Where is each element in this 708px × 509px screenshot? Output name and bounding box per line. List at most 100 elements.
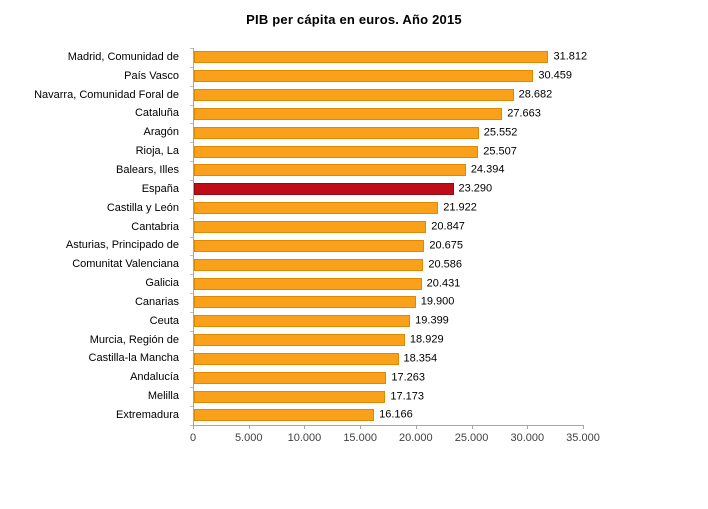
x-axis-tick-label: 15.000 — [343, 432, 377, 444]
value-label: 27.663 — [507, 107, 541, 120]
bar-row: Castilla-la Mancha 18.354 — [0, 350, 708, 369]
bar-track: 28.682 — [194, 86, 584, 105]
bar-row: Castilla y León 21.922 — [0, 199, 708, 218]
category-label: Madrid, Comunidad de — [67, 50, 179, 63]
bar — [194, 315, 411, 328]
y-axis-tick — [190, 349, 193, 351]
bar — [194, 51, 549, 64]
category-label: Andalucía — [130, 371, 179, 384]
bar — [194, 258, 424, 271]
x-axis-tick-label: 10.000 — [287, 432, 322, 444]
category-label: Extremadura — [116, 408, 179, 421]
value-label: 19.900 — [420, 295, 455, 308]
bar-row: Ceuta 19.399 — [0, 312, 708, 331]
category-label: Galicia — [145, 277, 179, 290]
value-label: 18.929 — [409, 333, 444, 346]
x-axis-tick — [527, 425, 529, 429]
bar-highlight — [194, 183, 454, 196]
bar-row: Extremadura 16.166 — [0, 406, 708, 425]
bar — [194, 164, 466, 177]
value-label: 31.812 — [553, 50, 588, 63]
bar-track: 25.552 — [194, 123, 584, 142]
category-label: Balears, Illes — [116, 163, 179, 176]
bar-track: 31.812 — [194, 48, 588, 67]
bar-track: 16.166 — [194, 406, 584, 425]
value-label: 21.922 — [443, 201, 477, 214]
bar-row: Cataluña 27.663 — [0, 105, 708, 124]
bar — [194, 145, 479, 158]
bar — [194, 107, 503, 120]
y-axis-tick — [190, 293, 193, 295]
bar-row: Murcia, Región de 18.929 — [0, 331, 708, 350]
bar-track: 21.922 — [194, 199, 584, 218]
y-axis-tick — [190, 104, 193, 106]
x-axis-tick-label: 35.000 — [566, 432, 600, 444]
y-axis-line — [193, 48, 194, 425]
y-axis-tick — [190, 387, 193, 389]
bar — [194, 126, 479, 139]
x-axis-tick — [304, 425, 306, 429]
bar — [194, 334, 405, 347]
bar-track: 17.173 — [194, 387, 584, 406]
bar — [194, 239, 425, 252]
bar-row: Navarra, Comunidad Foral de 28.682 — [0, 86, 708, 105]
category-label: Ceuta — [149, 314, 179, 327]
bar-track: 17.263 — [194, 368, 584, 387]
bar — [194, 89, 514, 102]
bar-track: 19.399 — [194, 312, 584, 331]
bar — [194, 70, 534, 83]
value-label: 19.399 — [415, 314, 449, 327]
y-axis-tick — [190, 85, 193, 87]
category-label: Comunitat Valenciana — [72, 258, 179, 271]
bar-track: 18.929 — [194, 331, 584, 350]
bar-track: 30.459 — [194, 67, 584, 86]
y-axis-tick — [190, 425, 193, 426]
x-axis-tick-label: 5.000 — [234, 432, 263, 444]
category-label: España — [141, 182, 179, 195]
bar-row: Madrid, Comunidad de 31.812 — [0, 48, 708, 67]
category-label: Aragón — [143, 126, 179, 139]
bar-row: Asturias, Principado de 20.675 — [0, 236, 708, 255]
bar-row: Canarias 19.900 — [0, 293, 708, 312]
bar-track: 20.847 — [194, 218, 584, 237]
x-axis-tick — [360, 425, 362, 429]
bar-row: Galicia 20.431 — [0, 274, 708, 293]
category-label: Cataluña — [134, 107, 179, 120]
bar-row: Melilla 17.173 — [0, 387, 708, 406]
bar-row: España 23.290 — [0, 180, 708, 199]
bar — [194, 390, 386, 403]
y-axis-tick — [190, 66, 193, 68]
value-label: 20.586 — [428, 258, 463, 271]
bar — [194, 202, 439, 215]
y-axis-tick — [190, 274, 193, 276]
bar-track: 20.431 — [194, 274, 584, 293]
value-label: 20.675 — [429, 239, 464, 252]
bar-track: 18.354 — [194, 350, 584, 369]
value-label: 17.173 — [390, 390, 424, 403]
y-axis-tick — [190, 48, 193, 49]
bar — [194, 371, 387, 384]
bar-track: 20.586 — [194, 255, 584, 274]
value-label: 23.290 — [458, 182, 493, 195]
bar-track: 23.290 — [194, 180, 584, 199]
y-axis-tick — [190, 236, 193, 238]
y-axis-tick — [190, 368, 193, 370]
value-label: 28.682 — [518, 88, 553, 101]
value-label: 25.507 — [483, 145, 517, 158]
y-axis-tick — [190, 330, 193, 332]
bar-row: Balears, Illes 24.394 — [0, 161, 708, 180]
x-axis-tick-label: 30.000 — [510, 432, 545, 444]
category-label: Cantabria — [131, 220, 179, 233]
value-label: 30.459 — [538, 69, 573, 82]
bar-row: Comunitat Valenciana 20.586 — [0, 255, 708, 274]
category-label: Asturias, Principado de — [65, 239, 179, 252]
y-axis-tick — [190, 179, 193, 181]
x-axis-line — [193, 425, 584, 426]
bar-row: País Vasco 30.459 — [0, 67, 708, 86]
y-axis-tick — [190, 142, 193, 144]
x-axis-tick — [415, 425, 417, 429]
y-axis-tick — [190, 198, 193, 200]
value-label: 16.166 — [379, 408, 413, 421]
category-label: Rioja, La — [135, 145, 179, 158]
bar — [194, 221, 427, 234]
